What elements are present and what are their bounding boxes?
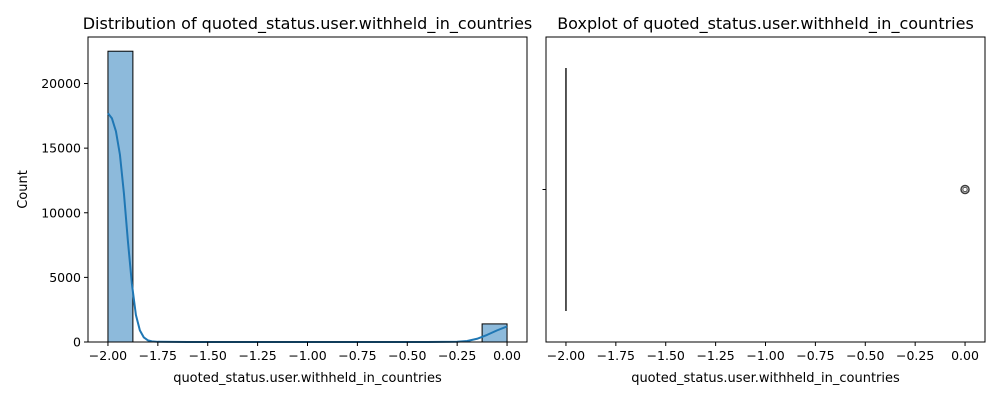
histogram-y-tick-label: 0 (73, 335, 81, 350)
boxplot-plot-area (565, 68, 970, 311)
histogram-axes-frame (87, 36, 528, 343)
histogram-y-tick-label: 20000 (41, 76, 81, 91)
histogram-x-tick-label: −2.00 (89, 348, 127, 363)
histogram-x-ticks: −2.00 −1.75 −1.50 −1.25 −1.00 −0.75 −0.50 −0.25… (89, 342, 521, 363)
boxplot-x-ticks: −2.00 −1.75 −1.50 −1.25 −1.00 −0.75 −0.50 −0.25… (547, 342, 979, 363)
histogram-panel: Distribution of quoted_status.user.withh… (16, 14, 532, 386)
histogram-x-tick-label: −1.50 (189, 348, 227, 363)
histogram-x-tick-label: −1.75 (139, 348, 177, 363)
boxplot-x-tick-label: −0.50 (846, 348, 884, 363)
histogram-x-axis-label: quoted_status.user.withheld_in_countries (173, 371, 442, 386)
histogram-title: Distribution of quoted_status.user.withh… (83, 14, 533, 34)
boxplot-x-tick-label: 0.00 (951, 348, 979, 363)
histogram-plot-area (107, 50, 508, 343)
boxplot-outlier (960, 184, 970, 195)
boxplot-x-tick-label: −1.25 (696, 348, 734, 363)
histogram-bar (107, 50, 134, 343)
boxplot-x-tick-label: −2.00 (547, 348, 585, 363)
boxplot-x-tick-label: −1.75 (597, 348, 635, 363)
histogram-y-tick-label: 10000 (41, 205, 81, 220)
histogram-y-tick-label: 15000 (41, 141, 81, 156)
histogram-x-tick-label: −0.50 (388, 348, 426, 363)
boxplot-title: Boxplot of quoted_status.user.withheld_i… (557, 14, 974, 34)
kde-line (107, 112, 508, 343)
boxplot-x-tick-label: −1.50 (647, 348, 685, 363)
histogram-y-tick-label: 5000 (49, 270, 81, 285)
boxplot-x-tick-label: −0.75 (796, 348, 834, 363)
boxplot-x-axis-label: quoted_status.user.withheld_in_countries (631, 371, 900, 386)
histogram-x-tick-label: −1.00 (288, 348, 326, 363)
boxplot-panel: Boxplot of quoted_status.user.withheld_i… (542, 14, 986, 386)
histogram-bar (481, 323, 508, 343)
histogram-x-tick-label: −0.75 (338, 348, 376, 363)
histogram-x-tick-label: −0.25 (438, 348, 476, 363)
boxplot-outlier-inner (962, 186, 968, 193)
boxplot-x-tick-label: −1.00 (746, 348, 784, 363)
histogram-y-ticks: 0 5000 10000 15000 20000 (41, 76, 88, 350)
histogram-x-tick-label: 0.00 (493, 348, 521, 363)
boxplot-x-tick-label: −0.25 (896, 348, 934, 363)
histogram-y-axis-label: Count (16, 170, 31, 209)
boxplot-axes-frame (545, 36, 986, 343)
histogram-x-tick-label: −1.25 (238, 348, 276, 363)
